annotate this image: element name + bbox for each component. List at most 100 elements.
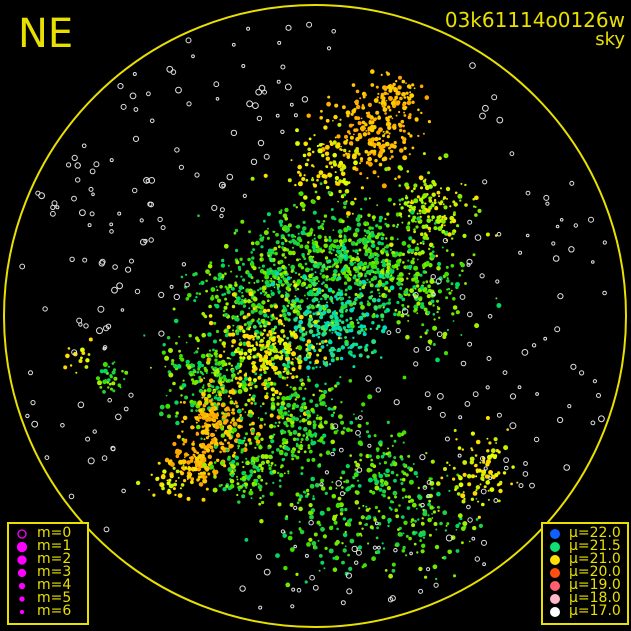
sky-sample-point (447, 287, 451, 291)
sky-sample-point (448, 464, 451, 466)
sky-sample-point (379, 145, 384, 151)
sky-sample-point (249, 469, 254, 474)
sky-sample-point (251, 429, 255, 433)
sky-sample-point (322, 143, 325, 146)
sky-sample-point (348, 238, 352, 243)
sky-sample-point (447, 549, 453, 555)
sky-sample-point (259, 426, 263, 429)
sky-sample-point (287, 233, 291, 237)
sky-sample-point (196, 467, 202, 472)
sky-sample-point (280, 294, 285, 298)
sky-sample-point (352, 275, 357, 280)
sky-sample-point (398, 293, 401, 296)
sky-sample-point (328, 265, 332, 269)
sky-sample-point (260, 347, 263, 350)
catalog-star (460, 360, 467, 367)
sky-sample-point (266, 268, 270, 272)
sky-sample-point (213, 437, 218, 443)
sky-sample-point (317, 234, 322, 239)
magnitude-legend-item: m=6 (15, 604, 81, 618)
sky-sample-point (381, 302, 386, 307)
sky-sample-point (232, 324, 235, 327)
sky-sample-point (453, 429, 457, 432)
sky-sample-point (230, 364, 233, 367)
sky-sample-point (269, 333, 273, 336)
sky-sample-point (254, 334, 257, 338)
sky-sample-point (439, 521, 443, 526)
sky-sample-point (232, 421, 238, 427)
sky-sample-point (401, 549, 406, 553)
sky-sample-point (198, 292, 202, 296)
sky-sample-point (255, 466, 260, 470)
sky-sample-point (312, 210, 317, 215)
sky-sample-point (443, 196, 447, 200)
sky-sample-point (287, 470, 290, 473)
sky-sample-point (405, 91, 409, 95)
sky-sample-point (358, 435, 361, 438)
sky-sample-point (361, 120, 366, 125)
sky-sample-point (340, 420, 345, 425)
sky-sample-point (285, 515, 289, 518)
sky-sample-point (219, 460, 225, 466)
sky-sample-point (339, 241, 342, 244)
sky-sample-point (436, 215, 441, 220)
sky-sample-point (267, 316, 270, 319)
sky-sample-point (259, 237, 264, 242)
sky-sample-point (183, 456, 186, 459)
sky-sample-point (289, 502, 294, 507)
sky-sample-point (311, 305, 315, 310)
sky-sample-point (291, 418, 295, 422)
sky-sample-point (242, 489, 246, 493)
sky-sample-point (333, 258, 338, 263)
sky-sample-point (368, 226, 372, 230)
sky-sample-point (307, 446, 311, 450)
brightness-legend-label: μ=21.0 (569, 551, 621, 567)
sky-sample-point (406, 305, 410, 308)
sky-sample-point (265, 459, 270, 464)
sky-sample-point (251, 303, 256, 308)
sky-sample-point (251, 362, 254, 365)
catalog-star (437, 393, 444, 400)
sky-sample-point (285, 371, 290, 375)
sky-sample-point (341, 470, 346, 475)
sky-sample-point (343, 480, 346, 483)
sky-sample-point (297, 170, 301, 174)
sky-sample-point (455, 438, 458, 441)
sky-sample-point (324, 382, 327, 386)
sky-sample-point (179, 401, 183, 404)
sky-sample-point (313, 545, 318, 550)
sky-sample-point (212, 348, 215, 352)
sky-sample-point (343, 180, 349, 186)
sky-sample-point (266, 308, 271, 313)
sky-sample-point (387, 197, 392, 202)
sky-sample-point (448, 291, 452, 295)
sky-sample-point (302, 153, 307, 158)
sky-sample-point (110, 387, 113, 391)
brightness-legend-item: μ=17.0 (549, 604, 621, 618)
sky-sample-point (201, 396, 204, 399)
sky-sample-point (185, 359, 190, 365)
sky-sample-point (238, 350, 244, 356)
sky-sample-point (294, 235, 297, 238)
sky-sample-point (395, 91, 400, 96)
sky-sample-point (274, 464, 277, 467)
sky-sample-point (384, 132, 386, 135)
sky-sample-point (306, 339, 312, 344)
sky-sample-point (311, 457, 316, 462)
sky-sample-point (344, 288, 348, 292)
sky-sample-point (396, 300, 400, 305)
sky-sample-point (285, 286, 290, 291)
sky-sample-point (342, 153, 346, 157)
sky-sample-point (345, 464, 350, 469)
sky-sample-point (119, 386, 122, 389)
sky-sample-point (273, 347, 278, 353)
sky-sample-point (416, 475, 419, 478)
sky-sample-point (265, 343, 270, 348)
sky-sample-point (432, 343, 436, 346)
sky-sample-point (378, 273, 384, 279)
sky-sample-point (322, 361, 327, 366)
sky-sample-point (395, 80, 398, 83)
sky-sample-point (178, 335, 181, 338)
sky-sample-point (214, 294, 219, 299)
sky-sample-point (231, 409, 234, 412)
